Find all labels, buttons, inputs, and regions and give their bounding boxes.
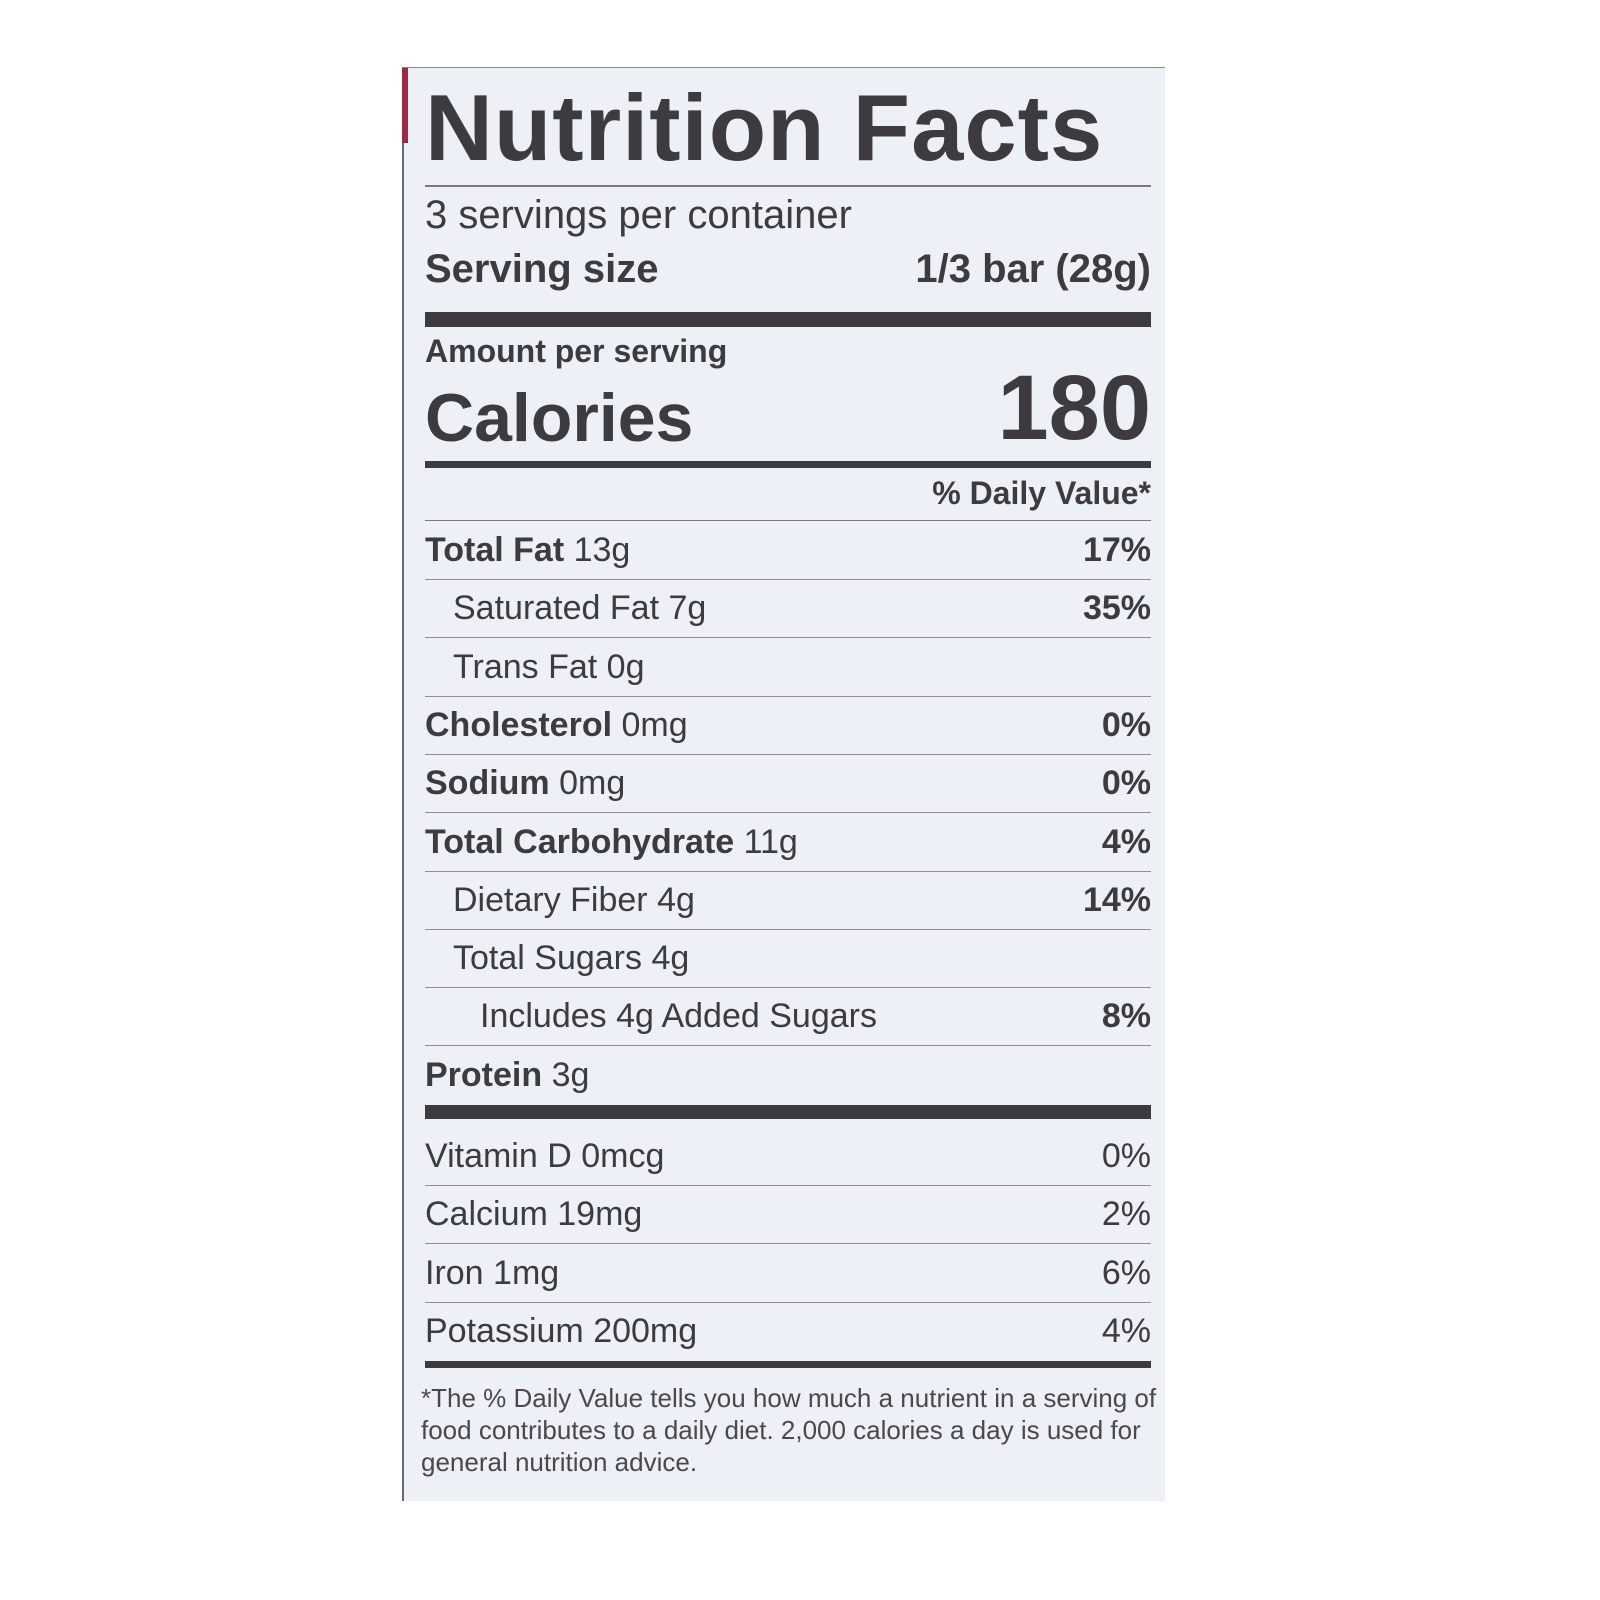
vitamin-row: Iron 1mg 6% bbox=[425, 1245, 1151, 1303]
serving-size-row: Serving size 1/3 bar (28g) bbox=[425, 245, 1151, 293]
thick-divider bbox=[425, 1105, 1151, 1119]
nutrient-name: Protein bbox=[425, 1056, 543, 1095]
vitamin-name: Potassium bbox=[425, 1312, 584, 1351]
label-title: Nutrition Facts bbox=[425, 75, 1104, 180]
nutrient-amount: 3g bbox=[551, 1056, 590, 1095]
nutrient-row: Cholesterol 0mg 0% bbox=[425, 697, 1151, 755]
serving-size-value: 1/3 bar (28g) bbox=[915, 247, 1151, 291]
nutrient-daily-value: 8% bbox=[1101, 997, 1151, 1036]
nutrient-label: Sodium 0mg bbox=[425, 764, 625, 803]
vitamin-name: Vitamin D bbox=[425, 1137, 572, 1175]
vitamin-daily-value: 2% bbox=[1101, 1195, 1151, 1234]
vitamin-daily-value: 4% bbox=[1101, 1312, 1151, 1351]
nutrient-name: Saturated Fat bbox=[453, 589, 660, 628]
nutrient-amount: 4g bbox=[651, 939, 690, 978]
vitamin-row: Potassium 200mg 4% bbox=[425, 1303, 1151, 1361]
vitamin-amount: 1mg bbox=[493, 1253, 560, 1292]
nutrient-name: Sodium bbox=[425, 764, 550, 803]
serving-size-label: Serving size bbox=[425, 247, 659, 291]
vitamin-label: Potassium 200mg bbox=[425, 1312, 697, 1351]
nutrient-row: Protein 3g bbox=[425, 1047, 1151, 1105]
nutrient-name: Includes 4g Added Sugars bbox=[480, 997, 877, 1036]
calories-label: Calories bbox=[425, 380, 694, 456]
vitamin-amount: 0mcg bbox=[581, 1137, 665, 1175]
nutrient-daily-value: 0% bbox=[1101, 705, 1151, 744]
nutrient-daily-value: 35% bbox=[1082, 589, 1151, 628]
nutrient-amount: 0g bbox=[606, 647, 645, 686]
nutrient-row: Includes 4g Added Sugars 8% bbox=[425, 988, 1151, 1047]
footnote: *The % Daily Value tells you how much a … bbox=[421, 1383, 1157, 1477]
nutrient-amount: 7g bbox=[668, 589, 707, 628]
nutrient-amount: 0mg bbox=[559, 764, 626, 803]
calories-value: 180 bbox=[997, 357, 1152, 459]
nutrient-row: Total Sugars 4g bbox=[425, 930, 1151, 989]
nutrient-name: Cholesterol bbox=[425, 705, 613, 744]
nutrient-name: Total Carbohydrate bbox=[425, 822, 735, 861]
nutrient-amount: 13g bbox=[573, 531, 631, 569]
medium-divider bbox=[425, 461, 1151, 468]
nutrient-name: Trans Fat bbox=[453, 647, 598, 686]
nutrient-daily-value: 0% bbox=[1101, 764, 1151, 803]
package-red-strip bbox=[402, 68, 408, 143]
vitamin-row: Vitamin D 0mcg 0% bbox=[425, 1128, 1151, 1186]
vitamin-label: Iron 1mg bbox=[425, 1254, 559, 1293]
divider bbox=[425, 185, 1151, 187]
nutrient-row: Dietary Fiber 4g 14% bbox=[425, 872, 1151, 930]
nutrient-row: Sodium 0mg 0% bbox=[425, 755, 1151, 814]
vitamin-row: Calcium 19mg 2% bbox=[425, 1186, 1151, 1245]
medium-divider bbox=[425, 1361, 1151, 1368]
vitamin-label: Vitamin D 0mcg bbox=[425, 1137, 664, 1176]
nutrient-label: Cholesterol 0mg bbox=[425, 706, 688, 745]
nutrient-label: Dietary Fiber 4g bbox=[425, 881, 695, 920]
nutrient-amount: 0mg bbox=[621, 705, 688, 744]
amount-per-serving: Amount per serving bbox=[425, 333, 728, 369]
vitamin-daily-value: 0% bbox=[1101, 1137, 1151, 1175]
daily-value-header: % Daily Value* bbox=[932, 475, 1151, 511]
nutrient-row: Total Carbohydrate 11g 4% bbox=[425, 814, 1151, 872]
nutrition-label: Nutrition Facts 3 servings per container… bbox=[402, 67, 1165, 1501]
servings-per-container: 3 servings per container bbox=[425, 193, 852, 237]
vitamin-name: Iron bbox=[425, 1253, 484, 1292]
nutrient-label: Includes 4g Added Sugars bbox=[425, 997, 877, 1036]
nutrient-name: Total Fat bbox=[425, 531, 565, 569]
nutrient-name: Dietary Fiber bbox=[453, 880, 648, 919]
nutrient-label: Saturated Fat 7g bbox=[425, 589, 706, 628]
nutrient-label: Protein 3g bbox=[425, 1056, 589, 1095]
nutrient-name: Total Sugars bbox=[453, 939, 642, 978]
vitamin-name: Calcium bbox=[425, 1195, 548, 1234]
vitamin-daily-value: 6% bbox=[1101, 1253, 1151, 1292]
nutrient-label: Total Carbohydrate 11g bbox=[425, 823, 798, 862]
vitamin-amount: 19mg bbox=[557, 1195, 643, 1234]
thick-divider bbox=[425, 312, 1151, 327]
calories-row: Calories 180 bbox=[425, 358, 1151, 458]
nutrient-daily-value: 17% bbox=[1082, 531, 1151, 569]
nutrient-label: Trans Fat 0g bbox=[425, 648, 645, 687]
nutrient-daily-value: 14% bbox=[1082, 880, 1151, 919]
nutrient-amount: 11g bbox=[743, 822, 798, 861]
nutrient-row: Saturated Fat 7g 35% bbox=[425, 580, 1151, 639]
package-edge bbox=[402, 68, 404, 1501]
vitamin-label: Calcium 19mg bbox=[425, 1195, 642, 1234]
nutrient-row: Total Fat 13g 17% bbox=[425, 522, 1151, 580]
nutrient-row: Trans Fat 0g bbox=[425, 639, 1151, 697]
nutrient-amount: 4g bbox=[657, 880, 695, 919]
nutrient-label: Total Fat 13g bbox=[425, 531, 630, 570]
vitamin-amount: 200mg bbox=[593, 1312, 698, 1351]
nutrient-daily-value: 4% bbox=[1101, 822, 1151, 861]
divider bbox=[425, 520, 1151, 521]
nutrient-label: Total Sugars 4g bbox=[425, 939, 689, 978]
